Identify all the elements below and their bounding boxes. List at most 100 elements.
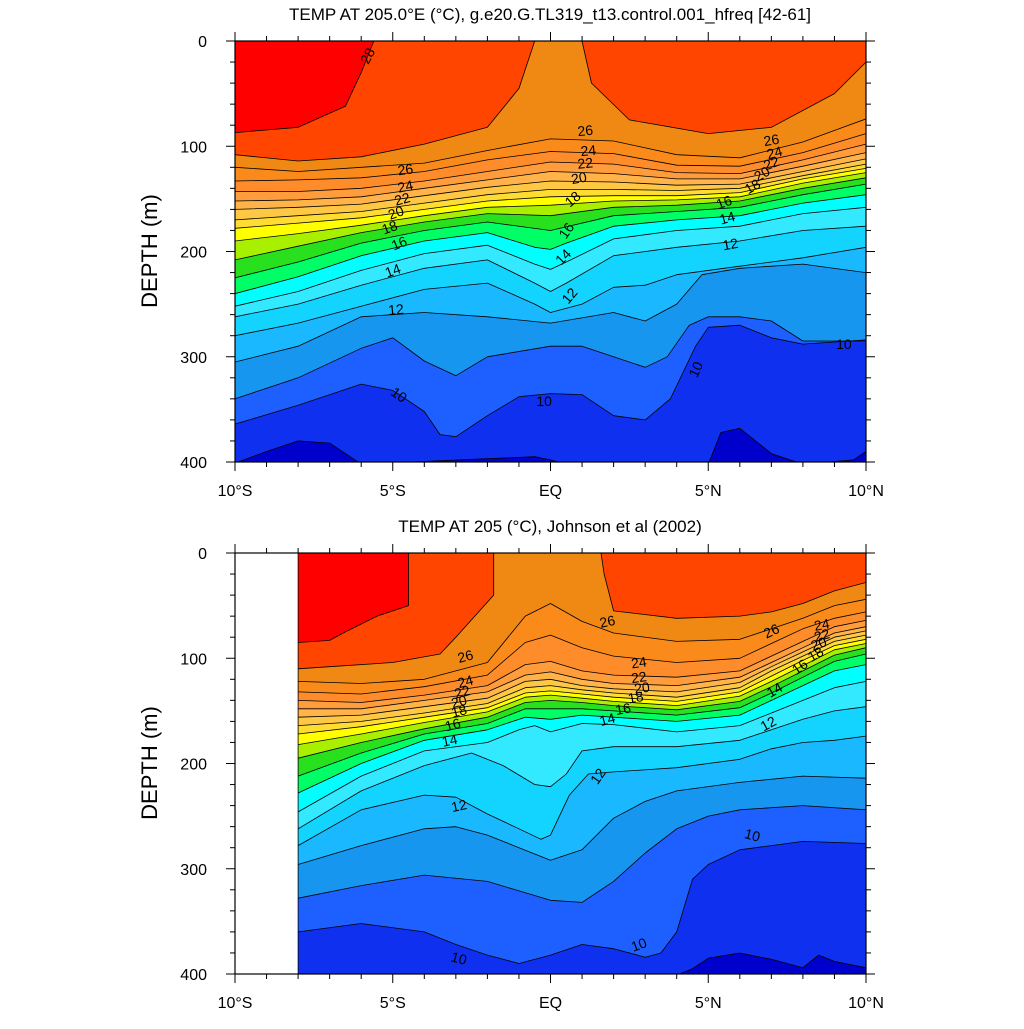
- contour-label: 14: [383, 260, 403, 280]
- isotherm-23: [298, 626, 866, 710]
- isotherm-22: [235, 158, 866, 210]
- contour-label: 20: [386, 202, 406, 222]
- x-tick-label: 10°N: [848, 995, 884, 1012]
- contour-label: 28: [357, 45, 379, 66]
- contour-label: 16: [389, 233, 410, 254]
- y-tick-label: 400: [180, 455, 207, 472]
- isotherm-27: [298, 553, 866, 670]
- contour-label: 20: [570, 169, 588, 187]
- y-tick-label: 0: [198, 546, 207, 563]
- contour-label: 10: [743, 825, 762, 845]
- isotherm-19: [298, 643, 866, 745]
- x-tick-label: 5°N: [695, 483, 722, 500]
- isotherm-24: [235, 143, 866, 192]
- contour-lines: [235, 41, 866, 462]
- isotherm-26: [298, 598, 866, 684]
- isotherm-12: [297, 775, 866, 865]
- contour-label: 10: [536, 393, 552, 409]
- contour-label: 14: [764, 679, 786, 701]
- contour-label: 24: [630, 653, 648, 671]
- contour-label: 22: [453, 682, 472, 702]
- y-tick-label: 200: [180, 757, 207, 774]
- x-tick-label: EQ: [539, 483, 562, 500]
- contour-label: 12: [758, 713, 779, 735]
- x-tick-label: 10°N: [848, 483, 884, 500]
- y-tick-label: 400: [180, 967, 207, 984]
- y-tick-label: 300: [180, 862, 207, 879]
- contour-fills: [235, 553, 866, 974]
- contour-label: 24: [765, 143, 784, 163]
- isotherm-18: [298, 647, 866, 759]
- contour-label: 22: [761, 153, 781, 173]
- isotherm-16: [235, 194, 866, 294]
- contour-label: 14: [718, 208, 737, 228]
- y-tick-label: 300: [180, 350, 207, 367]
- isotherm-11: [298, 805, 866, 903]
- x-tick-label: EQ: [539, 995, 562, 1012]
- isotherm-10: [298, 841, 866, 964]
- contour-label: 26: [761, 620, 782, 641]
- isotherm-22: [298, 630, 866, 718]
- isotherm-16: [297, 664, 866, 794]
- contour-label: 16: [714, 192, 734, 212]
- contour-label: 20: [449, 692, 468, 712]
- y-tick-label: 100: [180, 651, 207, 668]
- isotherm-13: [297, 735, 866, 846]
- contour-label: 18: [627, 688, 645, 706]
- contour-label: 16: [614, 700, 632, 718]
- contour-label: 22: [812, 625, 831, 645]
- isotherm-21: [298, 634, 866, 726]
- x-tick-label: 10°S: [218, 483, 253, 500]
- contour-label: 12: [450, 796, 469, 815]
- isotherm-17: [297, 653, 866, 777]
- y-tick-label: 0: [198, 34, 207, 51]
- contour-label: 26: [762, 131, 780, 149]
- contour-label: 26: [456, 646, 475, 666]
- isotherm-20: [235, 168, 866, 229]
- isotherm-27: [235, 41, 866, 162]
- contour-lines: [297, 553, 866, 974]
- contour-label: 14: [440, 731, 459, 750]
- isotherm-21: [235, 163, 866, 221]
- x-tick-label: 10°S: [218, 995, 253, 1012]
- isotherm-25: [235, 133, 866, 182]
- y-axis-title: DEPTH (m): [137, 706, 162, 820]
- contour-label: 26: [598, 612, 617, 631]
- contour-label: 22: [577, 154, 594, 171]
- contour-label: 20: [633, 679, 651, 697]
- contour-label: 10: [685, 359, 706, 380]
- x-tick-label: 5°S: [380, 483, 406, 500]
- isotherm-9: [236, 427, 866, 462]
- contour-label: 18: [805, 643, 827, 665]
- isotherm-12: [235, 263, 866, 363]
- axis-ticks: [226, 544, 875, 983]
- temperature-band-8: [237, 428, 866, 462]
- isotherm-13: [235, 246, 866, 337]
- isotherm-15: [297, 681, 866, 813]
- contour-label: 10: [836, 336, 852, 352]
- isotherm-28: [298, 553, 409, 643]
- isotherm-28: [235, 41, 375, 133]
- panel-title: TEMP AT 205.0°E (°C), g.e20.G.TL319_t13.…: [289, 5, 811, 24]
- isotherm-18: [235, 177, 866, 261]
- contour-fills: [235, 41, 866, 462]
- isotherm-9: [678, 952, 866, 974]
- contour-label: 24: [396, 177, 415, 196]
- contour-label: 26: [577, 122, 594, 140]
- contour-label: 18: [380, 217, 400, 237]
- isotherm-23: [235, 152, 866, 202]
- contour-label: 26: [397, 160, 415, 178]
- isotherm-15: [235, 206, 866, 307]
- temperature-band-8: [679, 953, 866, 974]
- y-tick-label: 100: [180, 139, 207, 156]
- contour-label: 18: [449, 701, 468, 721]
- panel-model: TEMP AT 205.0°E (°C), g.e20.G.TL319_t13.…: [137, 5, 884, 500]
- axis-tick-labels: 0 100 200 300 400 10°S 5°S EQ 5°N 10°N: [180, 34, 884, 500]
- isotherm-19: [235, 172, 866, 242]
- panel-observations: TEMP AT 205 (°C), Johnson et al (2002) D…: [137, 517, 884, 1012]
- isotherm-14: [297, 706, 866, 830]
- y-tick-label: 200: [180, 245, 207, 262]
- x-tick-label: 5°N: [695, 995, 722, 1012]
- contour-label: 16: [443, 715, 462, 735]
